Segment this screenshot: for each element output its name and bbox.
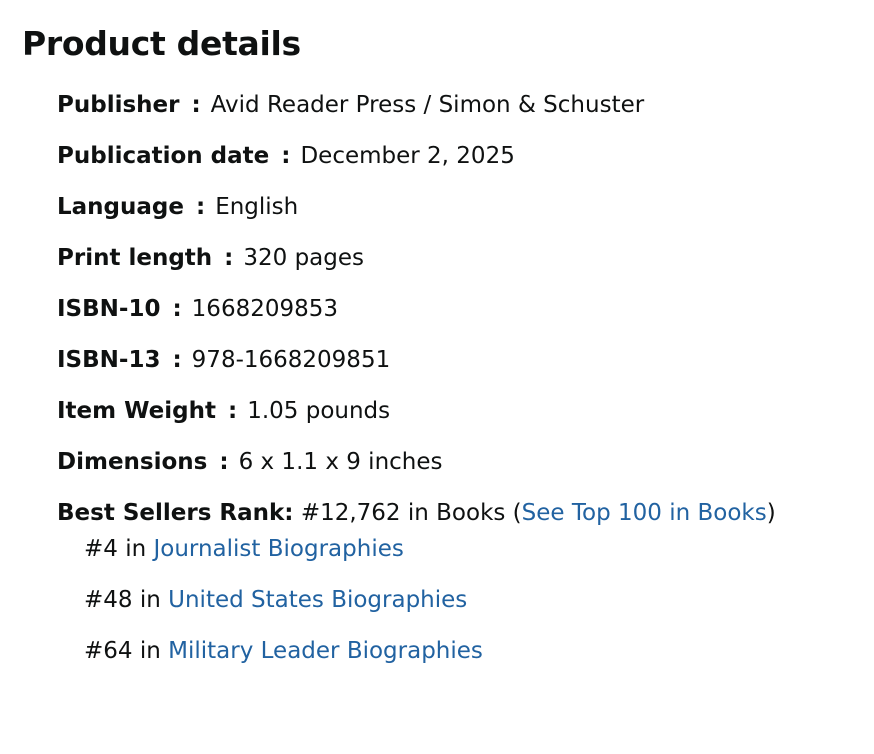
detail-row: ISBN-13:978-1668209851 (57, 338, 776, 389)
detail-value: 320 pages (243, 245, 364, 271)
detail-list: Publisher: Avid Reader Press / Simon & Sc… (57, 83, 776, 684)
sub-ranks-row: #4 in Journalist Biographies #48 in Unite… (57, 531, 776, 684)
detail-label: Publication date (57, 143, 270, 169)
separator: : (224, 245, 234, 271)
detail-label: Print length (57, 245, 213, 271)
separator: : (172, 296, 182, 322)
detail-label: Item Weight (57, 398, 216, 424)
sub-rank: #48 in United States Biographies (57, 582, 776, 633)
detail-row: Item Weight:1.05 pounds (57, 389, 776, 440)
sub-rank-text: #4 in (84, 536, 147, 562)
rank-text: #12,762 in Books ( (300, 500, 522, 526)
sub-rank-list: #4 in Journalist Biographies #48 in Unite… (57, 531, 776, 684)
rank-close: ) (766, 500, 776, 526)
top-100-link[interactable]: See Top 100 in Books (521, 500, 767, 526)
category-link[interactable]: Military Leader Biographies (168, 638, 483, 664)
detail-value: 978-1668209851 (191, 347, 391, 373)
detail-label: ISBN-10 (57, 296, 161, 322)
detail-row: Publisher: Avid Reader Press / Simon & Sc… (57, 83, 776, 134)
sub-rank-text: #48 in (84, 587, 161, 613)
separator: : (191, 92, 201, 118)
detail-row: Dimensions:6 x 1.1 x 9 inches (57, 440, 776, 491)
detail-label: ISBN-13 (57, 347, 161, 373)
separator: : (228, 398, 238, 424)
detail-row: Publication date: December 2, 2025 (57, 134, 776, 185)
section-title: Product details (22, 24, 301, 63)
sub-rank-text: #64 in (84, 638, 161, 664)
category-link[interactable]: Journalist Biographies (153, 536, 404, 562)
separator: : (219, 449, 229, 475)
detail-value: Avid Reader Press / Simon & Schuster (210, 92, 645, 118)
detail-row: Print length:320 pages (57, 236, 776, 287)
detail-value: December 2, 2025 (300, 143, 515, 169)
sub-rank: #4 in Journalist Biographies (57, 531, 776, 582)
sub-rank: #64 in Military Leader Biographies (57, 633, 776, 684)
detail-label: Language (57, 194, 184, 220)
detail-value: English (215, 194, 299, 220)
separator: : (195, 194, 206, 220)
detail-row: ISBN-10:1668209853 (57, 287, 776, 338)
separator: : (172, 347, 182, 373)
category-link[interactable]: United States Biographies (168, 587, 468, 613)
detail-value: 1.05 pounds (247, 398, 391, 424)
best-sellers-label: Best Sellers Rank: (57, 500, 294, 526)
detail-label: Dimensions (57, 449, 208, 475)
detail-label: Publisher (57, 92, 180, 118)
best-sellers-row: Best Sellers Rank: #12,762 in Books (See… (57, 491, 776, 531)
separator: : (281, 143, 291, 169)
detail-row: Language: English (57, 185, 776, 236)
detail-value: 6 x 1.1 x 9 inches (238, 449, 443, 475)
detail-value: 1668209853 (191, 296, 339, 322)
